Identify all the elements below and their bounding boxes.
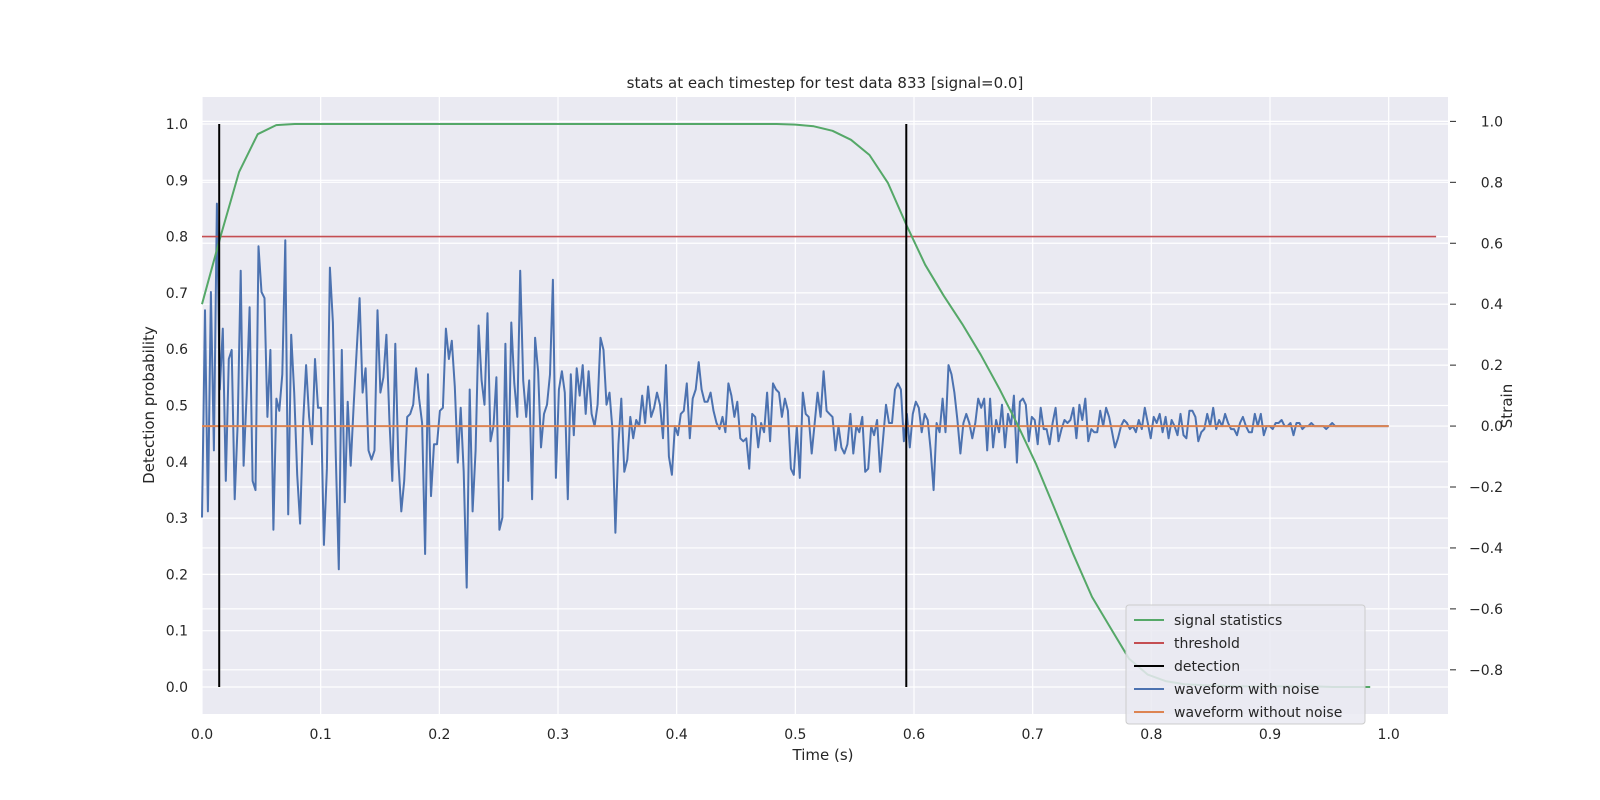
y-axis-label: Detection probability xyxy=(140,326,158,484)
y-right-tick-label: −0.4 xyxy=(1469,541,1503,557)
x-tick-label: 0.0 xyxy=(191,727,213,743)
y-tick-label: 0.3 xyxy=(166,511,188,527)
y-tick-label: 0.6 xyxy=(166,342,188,358)
y-tick-label: 0.5 xyxy=(166,399,188,415)
y-tick-label: 0.9 xyxy=(166,173,188,189)
x-axis-label: Time (s) xyxy=(792,746,854,764)
legend: signal statistics threshold detection wavef… xyxy=(1125,604,1366,725)
series xyxy=(201,123,1437,688)
y-right-tick-label: 0.8 xyxy=(1481,175,1503,191)
x-tick-label: 0.5 xyxy=(784,727,806,743)
legend-label: detection xyxy=(1174,659,1240,675)
chart-title: stats at each timestep for test data 833… xyxy=(627,74,1024,92)
x-tick-label: 0.8 xyxy=(1140,727,1162,743)
y-right-tick-label: 0.0 xyxy=(1481,419,1503,435)
legend-label: threshold xyxy=(1174,636,1240,652)
legend-label: signal statistics xyxy=(1174,613,1282,629)
y-tick-label: 0.8 xyxy=(166,230,188,246)
y-right-tick-label: −0.8 xyxy=(1469,663,1503,679)
ticks: 0.0 0.1 0.2 0.3 0.4 0.5 0.6 0.7 0.8 0.9 1.0 0.0 0.1 0… xyxy=(166,114,1503,743)
y-right-tick-label: 0.6 xyxy=(1481,236,1503,252)
y-tick-label: 0.0 xyxy=(166,680,188,696)
y-axis-right-label: Strain xyxy=(1498,384,1516,428)
x-tick-label: 0.3 xyxy=(547,727,569,743)
x-tick-label: 0.6 xyxy=(903,727,925,743)
x-tick-label: 0.2 xyxy=(428,727,450,743)
y-right-tick-label: 0.2 xyxy=(1481,358,1503,374)
x-tick-label: 0.1 xyxy=(310,727,332,743)
y-right-tick-label: 1.0 xyxy=(1481,114,1503,130)
legend-box xyxy=(1125,604,1366,725)
legend-label: waveform with noise xyxy=(1174,682,1319,698)
y-right-tick-label: −0.2 xyxy=(1469,480,1503,496)
y-right-tick-label: −0.6 xyxy=(1469,602,1503,618)
x-tick-label: 1.0 xyxy=(1378,727,1400,743)
y-tick-label: 0.1 xyxy=(166,624,188,640)
y-tick-label: 0.7 xyxy=(166,286,188,302)
y-tick-label: 0.4 xyxy=(166,455,188,471)
x-tick-label: 0.9 xyxy=(1259,727,1281,743)
series-waveform-with-noise xyxy=(201,202,1389,589)
y-tick-label: 0.2 xyxy=(166,567,188,583)
y-tick-label: 1.0 xyxy=(166,117,188,133)
x-tick-label: 0.7 xyxy=(1022,727,1044,743)
x-tick-label: 0.4 xyxy=(666,727,688,743)
y-right-tick-label: 0.4 xyxy=(1481,297,1503,313)
legend-label: waveform without noise xyxy=(1174,705,1342,721)
